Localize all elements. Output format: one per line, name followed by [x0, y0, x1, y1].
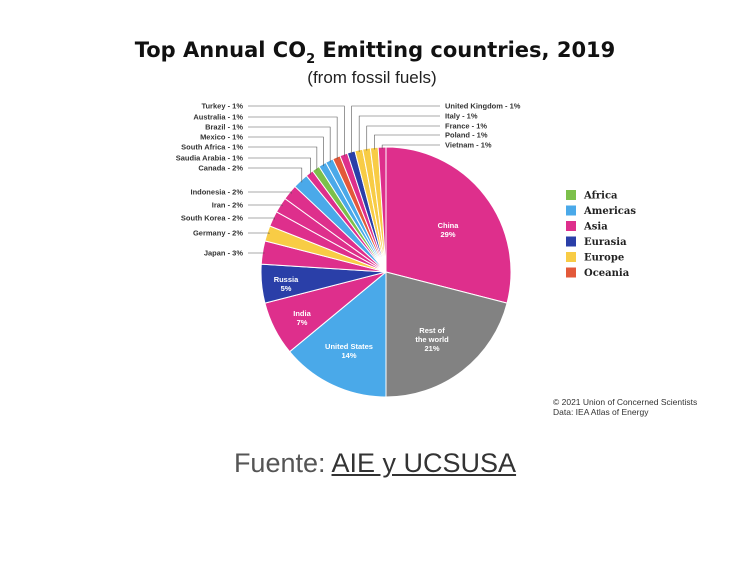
leader-line-turkey [248, 105, 345, 157]
slice-label-germany: Germany - 2% [193, 229, 243, 238]
legend-label-europe: Europe [584, 253, 624, 264]
slice-label-brazil: Brazil - 1% [205, 123, 243, 132]
slice-label-saudia-arabia: Saudia Arabia - 1% [176, 154, 244, 163]
slice-label-vietnam: Vietnam - 1% [445, 141, 492, 150]
leader-line-south-africa [248, 146, 318, 171]
footer-prefix: Fuente: [233, 448, 332, 478]
slice-label-united-kingdom: United Kingdom - 1% [445, 102, 521, 111]
leader-line-germany [248, 232, 270, 234]
leader-line-brazil [248, 126, 331, 163]
legend-label-africa: Africa [583, 191, 618, 202]
slice-rest-of-the-world [385, 271, 508, 398]
slice-label-iran: Iran - 2% [212, 201, 244, 210]
leader-line-australia [248, 116, 338, 160]
legend-swatch-europe [566, 252, 576, 262]
leader-line-canada [248, 167, 303, 183]
source-link[interactable]: AIE y UCSUSA [331, 448, 517, 478]
slice-label-indonesia: Indonesia - 2% [190, 188, 243, 197]
slice-label-france: France - 1% [445, 122, 487, 131]
slice-label-india: India 7% [293, 309, 311, 327]
legend-label-americas: Americas [583, 206, 636, 217]
source-footer: Fuente: AIE y UCSUSA [0, 448, 750, 479]
chart-title-rest: Emitting countries, 2019 [315, 38, 615, 62]
leader-line-iran [248, 204, 283, 207]
legend-label-oceania: Oceania [584, 268, 630, 279]
slice-label-poland: Poland - 1% [445, 131, 488, 140]
leader-line-saudia-arabia [248, 157, 311, 175]
leader-line-united-kingdom [351, 105, 440, 154]
leader-line-indonesia [248, 191, 292, 194]
legend-label-eurasia: Eurasia [584, 237, 627, 248]
slice-label-australia: Australia - 1% [193, 113, 243, 122]
legend-swatch-asia [566, 221, 576, 231]
pie-chart: Top Annual CO2 Emitting countries, 2019 … [135, 38, 698, 417]
slice-label-south-africa: South Africa - 1% [181, 143, 243, 152]
leader-line-mexico [248, 136, 324, 167]
slice-label-japan: Japan - 3% [204, 249, 244, 258]
legend-swatch-eurasia [566, 236, 576, 247]
slice-label-italy: Italy - 1% [445, 112, 478, 121]
slice-label-china: China 29% [438, 221, 460, 239]
slice-label-south-korea: South Korea - 2% [181, 214, 243, 223]
slice-label-turkey: Turkey - 1% [201, 102, 243, 111]
leader-line-poland [374, 134, 440, 150]
legend-swatch-americas [566, 205, 576, 216]
legend-swatch-oceania [566, 267, 576, 278]
slice-label-rest-of-the-world: Rest of the world 21% [415, 326, 449, 353]
chart-title: Top Annual CO2 Emitting countries, 2019 [135, 38, 616, 67]
leader-line-france [366, 125, 440, 151]
slice-label-russia: Russia 5% [274, 275, 299, 293]
chart-subtitle: (from fossil fuels) [307, 68, 436, 87]
chart-title-subscript: 2 [306, 52, 315, 67]
slice-label-mexico: Mexico - 1% [200, 133, 243, 142]
slice-united-states [288, 270, 387, 398]
leader-line-south-korea [248, 217, 276, 220]
pie-slices [260, 146, 512, 398]
slice-china [385, 146, 512, 304]
leader-line-italy [358, 115, 440, 152]
credit-data-source: Data: IEA Atlas of Energy [553, 407, 649, 417]
chart-title-main: Top Annual CO [135, 38, 306, 62]
credit-copyright: © 2021 Union of Concerned Scientists [553, 397, 697, 407]
slice-label-canada: Canada - 2% [198, 164, 243, 173]
slice-label-united-states: United States 14% [325, 342, 373, 360]
legend-swatch-africa [566, 190, 576, 200]
legend: Africa Americas Asia Eurasia Europe Oceania [566, 190, 636, 279]
leader-line-vietnam [381, 144, 440, 150]
legend-label-asia: Asia [583, 222, 608, 233]
pie-labels: China 29% Rest of the world 21% United States… [176, 102, 521, 361]
